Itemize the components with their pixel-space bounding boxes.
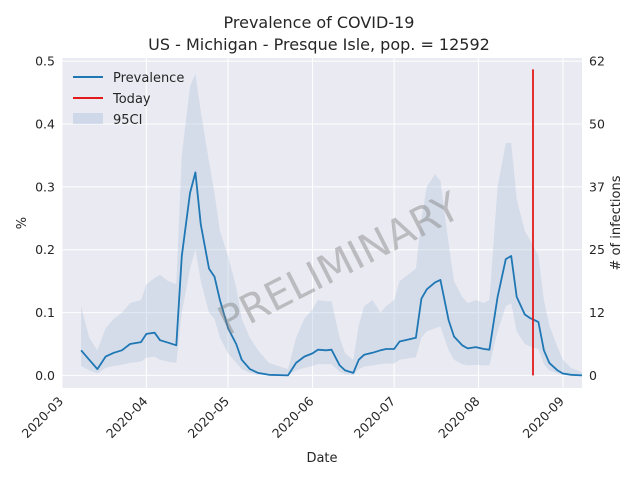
y-tick-label: 0.5	[35, 54, 55, 69]
y-tick-label: 0.0	[35, 368, 55, 383]
ci-band	[81, 73, 582, 376]
x-tick-label: 2020-03	[19, 394, 67, 442]
x-axis-label: Date	[306, 451, 337, 466]
y2-tick-label: 25	[589, 242, 605, 257]
y2-tick-label: 12	[589, 305, 605, 320]
chart-subtitle: US - Michigan - Presque Isle, pop. = 125…	[148, 35, 490, 54]
y2-tick-label: 62	[589, 54, 605, 69]
legend-label-95ci: 95CI	[113, 113, 142, 128]
x-tick-label: 2020-08	[435, 393, 483, 441]
y-tick-labels: 0.0 0.1 0.2 0.3 0.4 0.5	[35, 54, 55, 383]
y-axis-label: %	[15, 217, 30, 229]
legend-label-prevalence: Prevalence	[113, 71, 184, 86]
y-tick-label: 0.3	[35, 179, 55, 194]
y-tick-label: 0.1	[35, 305, 55, 320]
y2-tick-label: 0	[589, 368, 597, 383]
x-tick-label: 2020-06	[269, 393, 317, 441]
y-tick-label: 0.2	[35, 242, 55, 257]
y2-tick-label: 50	[589, 117, 605, 132]
legend-label-today: Today	[112, 92, 151, 107]
y2-tick-label: 37	[589, 179, 605, 194]
series-lines-group	[80, 69, 583, 377]
x-tick-label: 2020-09	[520, 393, 568, 441]
legend-swatch-95ci	[73, 113, 103, 124]
y2-tick-labels: 0 12 25 37 50 62	[589, 54, 605, 383]
x-tick-label: 2020-07	[351, 394, 399, 442]
ci-band-group	[81, 73, 582, 376]
y2-axis-label: # of infections	[609, 175, 624, 270]
y-tick-label: 0.4	[35, 117, 55, 132]
x-tick-label: 2020-04	[103, 393, 151, 441]
grid-lines	[61, 58, 582, 388]
x-tick-labels: 2020-03 2020-04 2020-05 2020-06 2020-07 2020-…	[19, 393, 568, 441]
prevalence-line	[80, 171, 583, 377]
x-tick-label: 2020-05	[185, 394, 233, 442]
chart-title: Prevalence of COVID-19	[224, 13, 415, 32]
legend: Prevalence Today 95CI	[73, 71, 184, 128]
